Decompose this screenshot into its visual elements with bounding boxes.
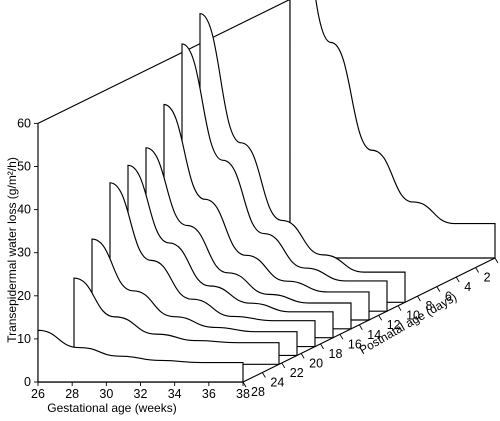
z-tick [494,257,499,264]
y-tick-label: 50 [17,160,31,174]
z-tick-label: 6 [445,290,452,304]
z-tick-label: 14 [367,328,381,342]
y-tick-label: 60 [17,116,31,130]
x-tick-label: 30 [99,387,113,401]
z-tick [397,305,402,311]
x-tick-label: 26 [31,387,45,401]
z-tick [242,381,247,388]
slice-day-24 [73,277,280,365]
z-tick [436,286,441,292]
z-tick [455,276,460,283]
slice-day-28 [37,329,244,383]
x-tick-label: 28 [65,387,79,401]
slices [37,0,496,383]
z-tick-label: 20 [309,356,323,370]
z-tick-label: 18 [329,347,343,361]
z-tick [358,324,363,331]
z-tick [339,334,344,340]
z-tick-label: 2 [484,271,491,285]
x-tick-label: 34 [168,387,182,401]
ticks [34,122,499,388]
y-tick-label: 20 [17,289,31,303]
z-tick-label: 16 [348,337,362,351]
z-tick-label: 4 [464,280,471,294]
slice-day-12 [181,43,388,312]
y-tick-label: 0 [24,375,31,389]
z-tick [261,372,266,378]
z-tick [281,362,286,369]
z-tick [300,353,305,359]
z-tick-label: 12 [387,318,401,332]
z-tick-label: 24 [270,375,284,389]
x-axis-title: Gestational age (weeks) [47,401,176,415]
slice-day-0 [289,0,496,259]
slice-day-20 [109,182,316,348]
top-back-edge [37,0,291,124]
z-tick [378,314,383,321]
x-tick-label: 32 [134,387,148,401]
z-tick [320,343,324,350]
y-axis-title: Transepidermal water loss (g/m²/h) [5,157,19,343]
z-tick-label: 22 [290,366,304,380]
x-tick-label: 38 [236,387,250,401]
z-tick [417,295,421,302]
z-tick-label: 10 [406,309,420,323]
z-tick [475,267,480,273]
slice-day-22 [91,238,298,357]
y-tick-label: 40 [17,203,31,217]
x-tick-label: 36 [202,387,216,401]
y-tick-label: 10 [17,332,31,346]
z-tick-label: 8 [425,299,432,313]
z-tick-label: 28 [251,385,265,399]
y-tick-label: 30 [17,246,31,260]
